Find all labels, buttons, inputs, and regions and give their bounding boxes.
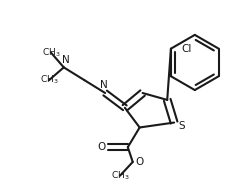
Text: O: O — [136, 157, 144, 167]
Text: CH$_3$: CH$_3$ — [40, 74, 58, 86]
Text: Cl: Cl — [182, 44, 192, 54]
Text: O: O — [97, 142, 105, 152]
Text: N: N — [62, 54, 70, 65]
Text: CH$_3$: CH$_3$ — [111, 169, 129, 182]
Text: S: S — [179, 121, 185, 131]
Text: CH$_3$: CH$_3$ — [42, 46, 60, 59]
Text: N: N — [100, 80, 108, 90]
